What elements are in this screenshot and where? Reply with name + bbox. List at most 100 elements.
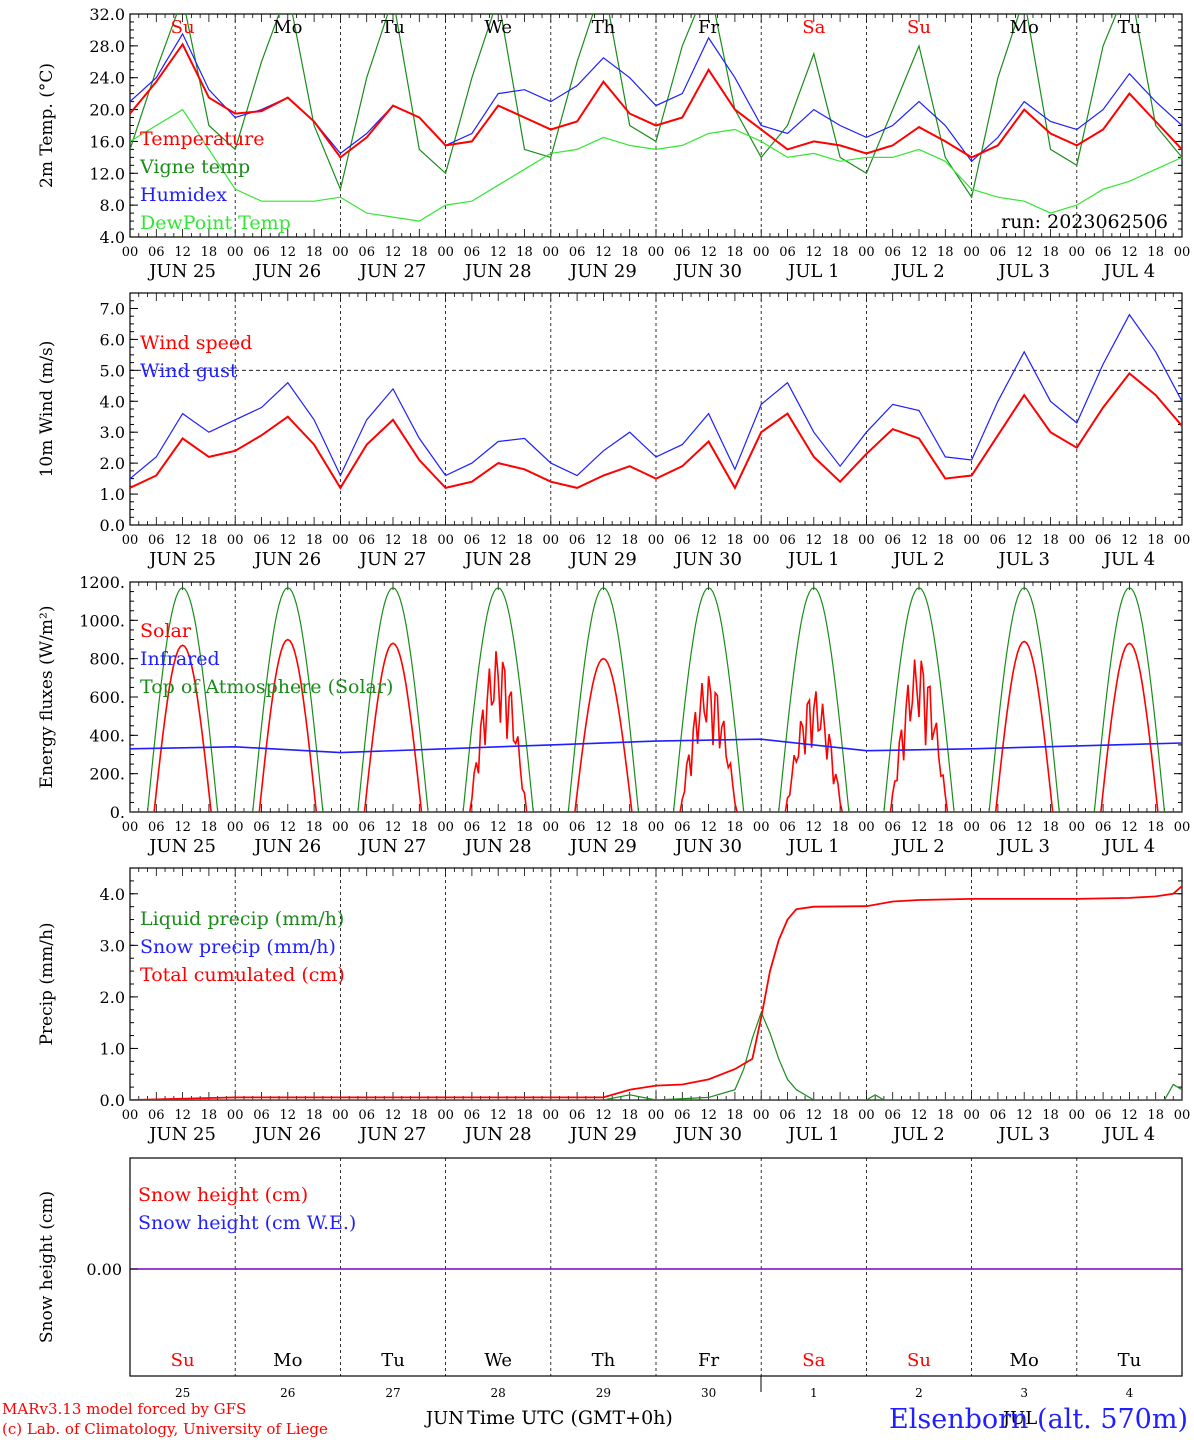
y-axis-label: 2m Temp. (°C) <box>37 63 57 188</box>
y-tick-label: 0. <box>110 803 125 822</box>
legend-entry: Snow height (cm) <box>138 1184 308 1206</box>
x-date-label: JUN 28 <box>463 261 532 282</box>
x-hour-tick-label: 06 <box>464 1108 481 1123</box>
x-hour-tick-label: 06 <box>148 1108 165 1123</box>
x-hour-tick-label: 12 <box>280 245 297 260</box>
x-hour-tick-label: 12 <box>490 1108 507 1123</box>
x-hour-tick-label: 12 <box>595 245 612 260</box>
x-hour-tick-label: 12 <box>385 245 402 260</box>
x-hour-tick-label: 18 <box>516 1108 533 1123</box>
x-hour-tick-label: 06 <box>884 820 901 835</box>
legend-entry: Total cumulated (cm) <box>140 964 345 986</box>
x-hour-tick-label: 06 <box>779 820 796 835</box>
series-line-infrared <box>130 738 1182 754</box>
x-hour-tick-label: 00 <box>963 820 980 835</box>
x-date-label: JUN 26 <box>252 1124 321 1145</box>
y-tick-label: 600. <box>89 688 125 707</box>
bottom-day-number: 26 <box>280 1386 295 1400</box>
x-hour-tick-label: 00 <box>1069 1108 1086 1123</box>
y-tick-label: 4.0 <box>100 885 125 904</box>
legend-entry: Liquid precip (mm/h) <box>140 908 344 930</box>
x-hour-tick-label: 12 <box>700 820 717 835</box>
series-line-temperature <box>130 42 1182 159</box>
x-hour-tick-label: 00 <box>332 1108 349 1123</box>
x-hour-tick-label: 12 <box>280 820 297 835</box>
x-date-label: JUL 1 <box>786 549 840 570</box>
x-hour-tick-label: 00 <box>1174 245 1191 260</box>
x-hour-tick-label: 12 <box>1016 533 1033 548</box>
bottom-day-number: 4 <box>1126 1386 1134 1400</box>
x-hour-tick-label: 00 <box>543 245 560 260</box>
x-hour-tick-label: 12 <box>911 245 928 260</box>
x-hour-tick-label: 12 <box>280 1108 297 1123</box>
y-tick-label: 32.0 <box>89 5 125 24</box>
x-hour-tick-label: 12 <box>174 533 191 548</box>
x-hour-tick-label: 06 <box>1095 533 1112 548</box>
day-name-bottom: Su <box>171 1350 195 1371</box>
x-date-label: JUL 4 <box>1102 261 1156 282</box>
x-date-label: JUN 27 <box>358 261 427 282</box>
y-tick-label: 0.0 <box>100 1091 125 1110</box>
y-tick-label: 24.0 <box>89 69 125 88</box>
x-date-label: JUN 25 <box>147 261 216 282</box>
bottom-day-number: 3 <box>1020 1386 1028 1400</box>
x-hour-tick-label: 12 <box>385 1108 402 1123</box>
x-hour-tick-label: 18 <box>1147 820 1164 835</box>
x-date-label: JUL 1 <box>786 261 840 282</box>
x-hour-tick-label: 06 <box>990 820 1007 835</box>
credit-model: MARv3.13 model forced by GFS <box>2 1400 246 1418</box>
x-hour-tick-label: 12 <box>174 820 191 835</box>
x-hour-tick-label: 00 <box>122 245 139 260</box>
x-hour-tick-label: 18 <box>621 245 638 260</box>
x-hour-tick-label: 06 <box>569 533 586 548</box>
legend-entry: Top of Atmosphere (Solar) <box>140 676 393 698</box>
x-hour-tick-label: 00 <box>963 533 980 548</box>
x-date-label: JUL 4 <box>1102 549 1156 570</box>
x-date-label: JUN 29 <box>568 836 637 857</box>
x-date-label: JUN 30 <box>673 1124 742 1145</box>
x-date-label: JUN 25 <box>147 836 216 857</box>
x-hour-tick-label: 00 <box>437 820 454 835</box>
y-tick-label: 800. <box>89 650 125 669</box>
x-hour-tick-label: 12 <box>490 245 507 260</box>
x-hour-tick-label: 12 <box>1121 245 1138 260</box>
x-date-label: JUN 25 <box>147 549 216 570</box>
x-hour-tick-label: 18 <box>621 1108 638 1123</box>
x-hour-tick-label: 06 <box>779 533 796 548</box>
credit-lab: (c) Lab. of Climatology, University of L… <box>2 1420 328 1438</box>
x-hour-tick-label: 00 <box>753 1108 770 1123</box>
day-name-top: Mo <box>273 17 302 38</box>
x-hour-tick-label: 18 <box>1147 245 1164 260</box>
x-hour-tick-label: 06 <box>358 820 375 835</box>
x-hour-tick-label: 00 <box>437 245 454 260</box>
x-hour-tick-label: 06 <box>569 1108 586 1123</box>
x-hour-tick-label: 06 <box>569 245 586 260</box>
x-hour-tick-label: 00 <box>1174 533 1191 548</box>
x-hour-tick-label: 18 <box>1042 1108 1059 1123</box>
x-date-label: JUL 2 <box>891 261 945 282</box>
x-date-label: JUN 28 <box>463 1124 532 1145</box>
y-axis-label: Snow height (cm) <box>37 1191 57 1343</box>
x-hour-tick-label: 06 <box>884 245 901 260</box>
x-hour-tick-label: 12 <box>806 533 823 548</box>
y-tick-label: 2.0 <box>100 988 125 1007</box>
x-hour-tick-label: 06 <box>148 533 165 548</box>
x-hour-tick-label: 06 <box>253 820 270 835</box>
bottom-day-number: 27 <box>385 1386 400 1400</box>
x-hour-tick-label: 18 <box>411 820 428 835</box>
x-date-label: JUN 30 <box>673 261 742 282</box>
y-tick-label: 8.0 <box>100 196 125 215</box>
x-hour-tick-label: 12 <box>595 1108 612 1123</box>
x-date-label: JUN 29 <box>568 261 637 282</box>
bottom-day-number: 30 <box>701 1386 716 1400</box>
x-hour-tick-label: 18 <box>411 1108 428 1123</box>
day-name-bottom: Th <box>592 1350 616 1371</box>
y-tick-label: 2.0 <box>100 454 125 473</box>
y-tick-label: 1200. <box>79 573 125 592</box>
x-hour-tick-label: 00 <box>332 533 349 548</box>
series-line-wind-speed <box>130 371 1182 491</box>
x-hour-tick-label: 18 <box>1042 245 1059 260</box>
day-name-bottom: Tu <box>1118 1350 1142 1371</box>
x-hour-tick-label: 12 <box>595 820 612 835</box>
x-hour-tick-label: 00 <box>227 245 244 260</box>
